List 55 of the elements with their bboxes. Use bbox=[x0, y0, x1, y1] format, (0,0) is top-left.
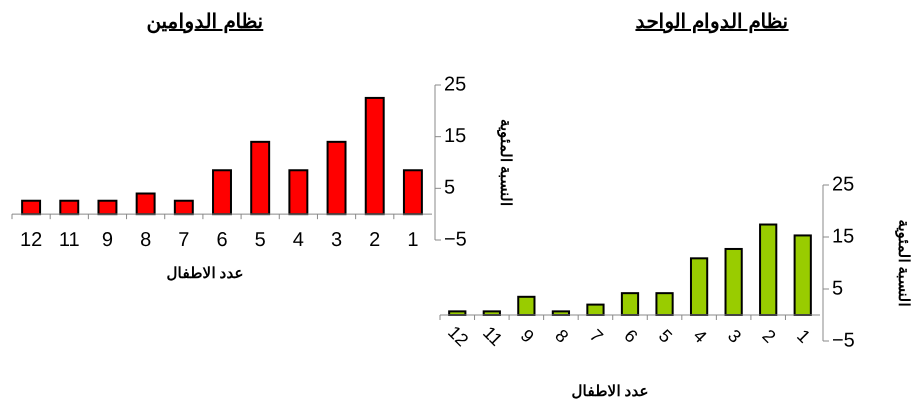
x-tick-label: 1 bbox=[407, 229, 418, 252]
x-tick-label: 3 bbox=[724, 326, 746, 347]
y-tick-label: −5 bbox=[444, 228, 467, 250]
x-tick-label: 12 bbox=[444, 322, 472, 350]
x-tick-label: 1 bbox=[793, 326, 814, 347]
bar bbox=[759, 224, 778, 316]
bar bbox=[288, 169, 308, 216]
y-axis-title: النسبة المئوية bbox=[895, 219, 912, 307]
bar bbox=[402, 169, 423, 216]
bar bbox=[21, 200, 42, 216]
bar bbox=[586, 304, 605, 316]
bar bbox=[212, 169, 232, 216]
bar bbox=[364, 96, 385, 216]
x-tick-label: 3 bbox=[330, 229, 342, 252]
x-tick-label: 8 bbox=[140, 229, 152, 252]
bar bbox=[655, 292, 674, 316]
y-tick-label: 15 bbox=[832, 225, 854, 248]
chart-title: نظام الدوامين bbox=[146, 11, 264, 34]
bar bbox=[620, 292, 640, 316]
x-tick-label: 4 bbox=[292, 229, 304, 252]
x-tick-label: 9 bbox=[102, 229, 114, 252]
y-tick-label: −5 bbox=[832, 329, 855, 352]
x-tick-label: 11 bbox=[58, 229, 80, 252]
x-tick-label: 6 bbox=[216, 229, 228, 252]
bar bbox=[59, 200, 80, 216]
bar bbox=[724, 248, 743, 316]
x-tick-label: 2 bbox=[758, 326, 780, 347]
x-tick-label: 8 bbox=[551, 326, 572, 347]
y-axis-title: النسبة المئوية bbox=[497, 118, 514, 206]
bar bbox=[517, 296, 536, 316]
bar bbox=[250, 140, 270, 216]
bar bbox=[690, 257, 708, 316]
y-tick-label: 5 bbox=[832, 277, 844, 300]
x-tick-label: 4 bbox=[689, 326, 711, 347]
y-tick-label: 25 bbox=[832, 173, 854, 196]
x-tick-label: 7 bbox=[586, 326, 607, 347]
bar bbox=[136, 192, 156, 216]
bar bbox=[174, 200, 194, 216]
bar bbox=[326, 140, 347, 216]
chart-title: نظام الدوام الواحد bbox=[635, 11, 789, 34]
bar bbox=[97, 200, 118, 216]
x-tick-label: 5 bbox=[654, 326, 676, 347]
y-tick-label: 25 bbox=[444, 73, 466, 96]
x-tick-label: 2 bbox=[369, 229, 380, 252]
x-tick-label: 5 bbox=[254, 229, 266, 252]
x-tick-label: 9 bbox=[516, 326, 538, 347]
x-axis-title: عدد الاطفال bbox=[571, 383, 649, 400]
y-tick-label: 15 bbox=[444, 124, 466, 147]
bar bbox=[794, 234, 812, 316]
y-tick-label: 5 bbox=[444, 176, 456, 199]
x-tick-label: 12 bbox=[20, 229, 42, 252]
x-tick-label: 11 bbox=[479, 322, 506, 350]
x-axis-title: عدد الاطفال bbox=[166, 265, 244, 282]
x-tick-label: 6 bbox=[620, 326, 642, 347]
x-tick-label: 7 bbox=[178, 229, 190, 252]
